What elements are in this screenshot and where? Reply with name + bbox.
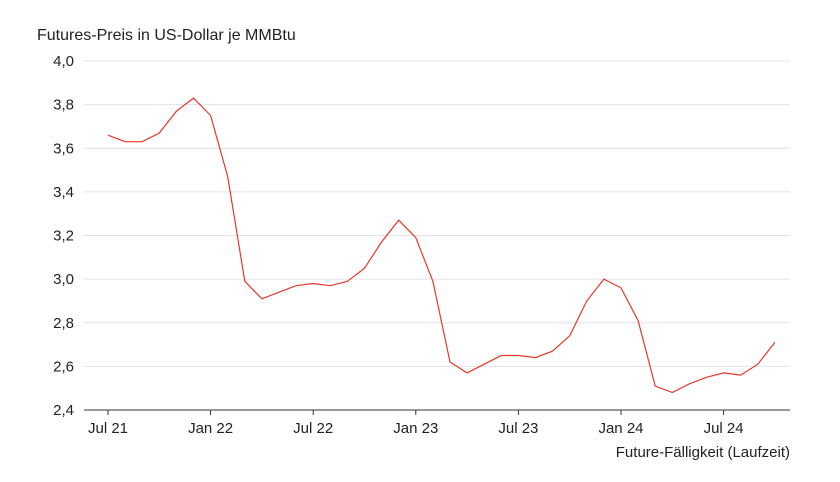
gridlines bbox=[84, 60, 790, 367]
y-tick-label: 3,8 bbox=[53, 97, 74, 114]
y-tick-label: 3,0 bbox=[53, 271, 74, 288]
x-tick-label: Jul 24 bbox=[704, 420, 744, 437]
x-tick-label: Jul 22 bbox=[293, 420, 333, 437]
x-axis-title: Future-Fälligkeit (Laufzeit) bbox=[616, 444, 790, 461]
x-tick-label: Jul 23 bbox=[498, 420, 538, 437]
x-tick-label: Jan 23 bbox=[393, 420, 438, 437]
y-tick-label: 3,4 bbox=[53, 184, 74, 201]
y-tick-label: 2,4 bbox=[53, 402, 74, 419]
x-tick-label: Jan 24 bbox=[598, 420, 643, 437]
x-tick-label: Jan 22 bbox=[188, 420, 233, 437]
y-tick-label: 4,0 bbox=[53, 53, 74, 70]
y-axis-title: Futures-Preis in US-Dollar je MMBtu bbox=[37, 27, 296, 44]
y-tick-label: 3,6 bbox=[53, 140, 74, 157]
x-tick-label: Jul 21 bbox=[88, 420, 128, 437]
series-line bbox=[107, 97, 776, 394]
y-tick-label: 2,6 bbox=[53, 358, 74, 375]
y-tick-label: 3,2 bbox=[53, 228, 74, 245]
y-axis-ticks: 4,0 3,8 3,6 3,4 3,2 3,0 2,8 2,6 2,4 bbox=[53, 53, 74, 419]
x-axis-ticks: Jul 21 Jan 22 Jul 22 Jan 23 Jul 23 Jan 24 Jul … bbox=[88, 410, 744, 437]
y-tick-label: 2,8 bbox=[53, 315, 74, 332]
